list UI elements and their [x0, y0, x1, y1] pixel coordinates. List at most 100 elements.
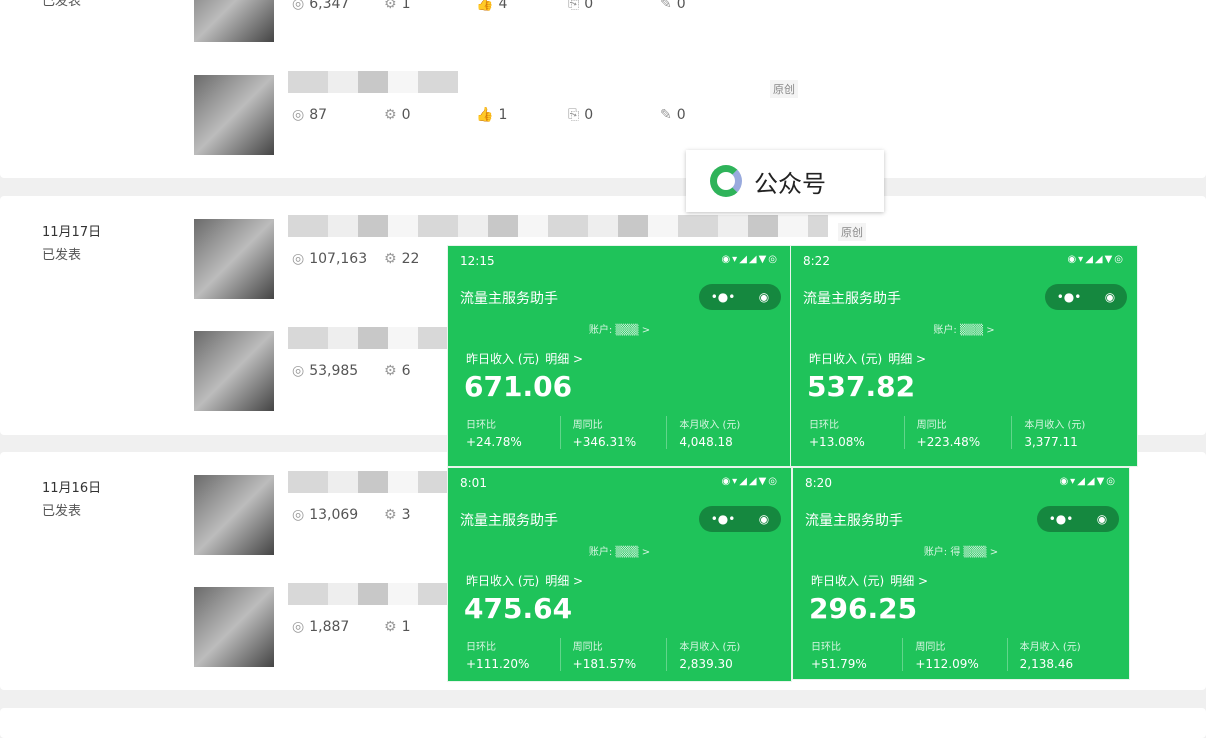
gear-icon: ⚙: [384, 0, 397, 12]
stat-value: 0: [676, 107, 686, 123]
article-thumbnail[interactable]: [194, 587, 274, 667]
stat-value: 1: [401, 0, 411, 12]
week-over-week: 周同比 +181.57%: [559, 638, 667, 671]
account-selector[interactable]: 账户: 得 ▒▒▒ >: [923, 547, 999, 558]
article-thumbnail[interactable]: [194, 219, 274, 299]
article-stats: ◎ 1,887 ⚙ 1: [292, 619, 476, 635]
eye-icon: ◎: [292, 0, 305, 12]
status-bar-time: 12:15: [460, 254, 495, 268]
stat: ◎ 1,887: [292, 619, 384, 635]
detail-link[interactable]: 明细 >: [888, 352, 927, 366]
article-stats: ◎ 6,347 ⚙ 1 👍 4 ⎘ 0 ✎ 0: [292, 0, 752, 12]
stat: ⚙ 1: [384, 0, 476, 12]
article-title-blurred[interactable]: [288, 583, 458, 605]
stat-value: 0: [401, 107, 411, 123]
stat: 👍 4: [476, 0, 568, 12]
detail-link[interactable]: 明细 >: [545, 352, 584, 366]
income-panel: 8:22 ◉▾◢◢▼◎ 流量主服务助手 •●• ◉ 账户: ▒▒▒ > 昨日收入 …: [790, 245, 1138, 467]
stat: ◎ 107,163: [292, 251, 384, 267]
account-selector[interactable]: 账户: ▒▒▒ >: [588, 325, 651, 336]
stat: ⚙ 0: [384, 107, 476, 123]
article-thumbnail[interactable]: [194, 331, 274, 411]
thumbs-up-icon: 👍: [476, 107, 494, 123]
date-label: 11月16日: [42, 481, 102, 496]
account-selector[interactable]: 账户: ▒▒▒ >: [933, 325, 995, 336]
mini-program-capsule: •●• ◉: [1037, 506, 1119, 532]
close-target-icon[interactable]: ◉: [1096, 512, 1108, 526]
yesterday-income: 537.82: [807, 370, 916, 403]
detail-link[interactable]: 明细 >: [545, 574, 584, 588]
share-icon: ⎘: [568, 107, 580, 123]
article-thumbnail[interactable]: [194, 475, 274, 555]
yesterday-income-label: 昨日收入 (元): [466, 352, 540, 366]
stat: ⎘ 0: [568, 0, 660, 12]
article-title-blurred[interactable]: [288, 327, 458, 349]
pen-icon: ✎: [660, 0, 672, 12]
yesterday-income-label: 昨日收入 (元): [809, 352, 883, 366]
eye-icon: ◎: [292, 251, 305, 267]
article-title-blurred[interactable]: [288, 471, 458, 493]
article-title-blurred[interactable]: [288, 215, 828, 237]
more-icon[interactable]: •●•: [1056, 290, 1082, 304]
more-icon[interactable]: •●•: [710, 290, 736, 304]
income-panel: 12:15 ◉▾◢◢▼◎ 流量主服务助手 •●• ◉ 账户: ▒▒▒ > 昨日收入…: [447, 245, 792, 467]
stat: ◎ 6,347: [292, 0, 384, 12]
stat-value: 22: [401, 251, 420, 267]
publish-status[interactable]: 已发表: [42, 504, 82, 519]
stat: ⎘ 0: [568, 107, 660, 123]
stat: ⚙ 1: [384, 619, 476, 635]
stat-value: 0: [676, 0, 686, 12]
article-stats: ◎ 13,069 ⚙ 3: [292, 507, 476, 523]
account-selector[interactable]: 账户: ▒▒▒ >: [588, 547, 651, 558]
stat-value: 107,163: [309, 251, 368, 267]
stat: ◎ 13,069: [292, 507, 384, 523]
stat: ⚙ 3: [384, 507, 476, 523]
month-income: 本月收入 (元) 2,138.46: [1006, 638, 1111, 671]
publish-status[interactable]: 已发表: [42, 248, 82, 263]
close-target-icon[interactable]: ◉: [758, 512, 770, 526]
stat-value: 87: [309, 107, 328, 123]
article-title-blurred[interactable]: [288, 71, 458, 93]
stat-value: 0: [584, 0, 594, 12]
stat-value: 3: [401, 507, 411, 523]
original-badge: 原创: [838, 223, 866, 241]
week-over-week: 周同比 +223.48%: [903, 416, 1012, 449]
month-income: 本月收入 (元) 4,048.18: [666, 416, 773, 449]
mini-program-title: 流量主服务助手: [803, 291, 901, 307]
stat-value: 6,347: [309, 0, 350, 12]
gear-icon: ⚙: [384, 107, 397, 123]
publish-status[interactable]: 已发表: [42, 0, 82, 9]
overlay-label: 公众号: [686, 150, 884, 212]
stat: ⚙ 22: [384, 251, 476, 267]
share-icon: ⎘: [568, 0, 580, 12]
article-thumbnail[interactable]: [194, 0, 274, 42]
more-icon[interactable]: •●•: [710, 512, 736, 526]
day-over-day: 日环比 +24.78%: [466, 420, 522, 449]
yesterday-income-label: 昨日收入 (元): [811, 574, 885, 588]
thumbs-up-icon: 👍: [476, 0, 494, 12]
mini-program-capsule: •●• ◉: [699, 506, 781, 532]
month-income: 本月收入 (元) 2,839.30: [666, 638, 773, 671]
gear-icon: ⚙: [384, 363, 397, 379]
mini-program-title: 流量主服务助手: [460, 291, 558, 307]
wechat-official-logo-icon: [710, 165, 742, 197]
article-stats: ◎ 107,163 ⚙ 22: [292, 251, 476, 267]
date-label: 11月17日: [42, 225, 102, 240]
more-icon[interactable]: •●•: [1048, 512, 1074, 526]
income-panel: 8:20 ◉▾◢◢▼◎ 流量主服务助手 •●• ◉ 账户: 得 ▒▒▒ > 昨日收…: [792, 467, 1130, 680]
mini-program-capsule: •●• ◉: [1045, 284, 1127, 310]
yesterday-income: 671.06: [464, 370, 573, 403]
stat-value: 4: [498, 0, 508, 12]
status-bar-icons: ◉▾◢◢▼◎: [721, 476, 779, 487]
stat-value: 0: [584, 107, 594, 123]
eye-icon: ◎: [292, 363, 305, 379]
eye-icon: ◎: [292, 507, 305, 523]
close-target-icon[interactable]: ◉: [1104, 290, 1116, 304]
stat-value: 1,887: [309, 619, 350, 635]
article-thumbnail[interactable]: [194, 75, 274, 155]
status-bar-icons: ◉▾◢◢▼◎: [1067, 254, 1125, 265]
close-target-icon[interactable]: ◉: [758, 290, 770, 304]
mini-program-title: 流量主服务助手: [805, 513, 903, 529]
day-over-day: 日环比 +111.20%: [466, 642, 530, 671]
detail-link[interactable]: 明细 >: [890, 574, 929, 588]
